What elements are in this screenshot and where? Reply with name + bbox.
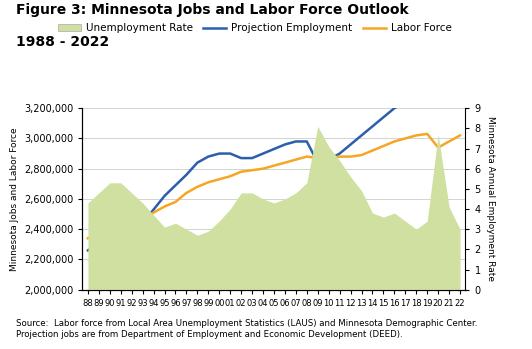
Text: Figure 3: Minnesota Jobs and Labor Force Outlook: Figure 3: Minnesota Jobs and Labor Force… xyxy=(16,3,409,17)
Y-axis label: Minnesota Annual Employment Rate: Minnesota Annual Employment Rate xyxy=(486,117,495,281)
Y-axis label: Minnesota Jobs and Labor Force: Minnesota Jobs and Labor Force xyxy=(10,127,19,271)
Text: 1988 - 2022: 1988 - 2022 xyxy=(16,35,109,49)
Legend: Unemployment Rate, Projection Employment, Labor Force: Unemployment Rate, Projection Employment… xyxy=(54,19,456,38)
Text: Source:  Labor force from Local Area Unemployment Statistics (LAUS) and Minnesot: Source: Labor force from Local Area Unem… xyxy=(16,319,477,339)
